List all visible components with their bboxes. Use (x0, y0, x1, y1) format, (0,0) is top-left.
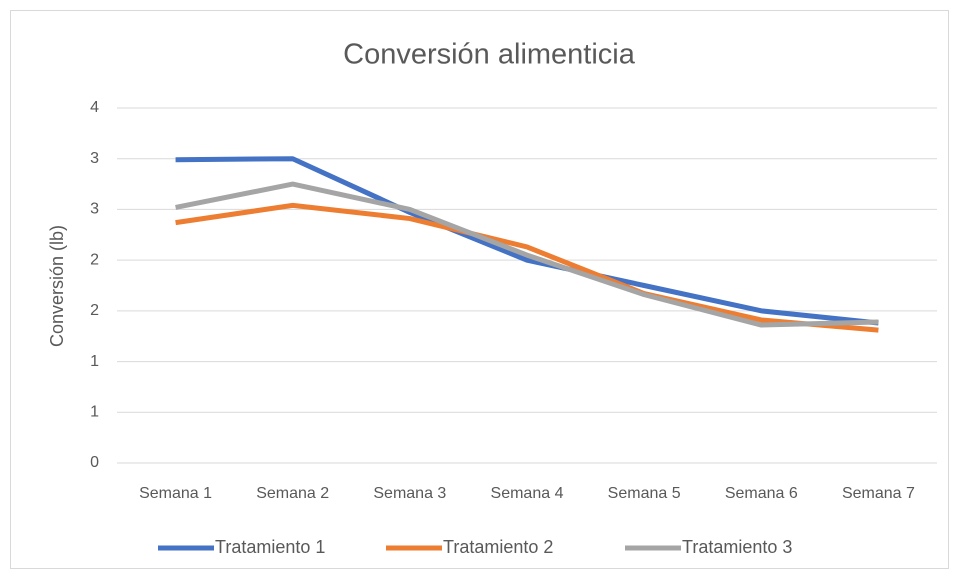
y-tick-label: 3 (90, 150, 99, 167)
legend-label: Tratamiento 2 (443, 537, 553, 557)
line (175, 181, 879, 328)
line (175, 156, 879, 326)
y-tick-label: 2 (90, 302, 99, 319)
x-tick-label: Semana 5 (608, 485, 681, 502)
y-axis-label: Conversión (lb) (47, 225, 67, 347)
chart-title: Conversión alimenticia (343, 39, 636, 71)
y-tick-label: 2 (90, 251, 99, 268)
legend-label: Tratamiento 3 (682, 537, 792, 557)
y-tick-label: 3 (90, 201, 99, 218)
legend-label: Tratamiento 1 (215, 537, 325, 557)
x-tick-label: Semana 6 (725, 485, 798, 502)
line (175, 202, 879, 333)
y-tick-label: 1 (90, 353, 99, 370)
chart-border (10, 10, 949, 569)
y-tick-label: 1 (90, 404, 99, 421)
x-tick-label: Semana 3 (373, 485, 446, 502)
x-tick-label: Semana 1 (139, 485, 212, 502)
x-tick-label: Semana 4 (491, 485, 564, 502)
x-tick-label: Semana 7 (842, 485, 915, 502)
x-tick-label: Semana 2 (256, 485, 329, 502)
y-tick-label: 4 (90, 99, 99, 116)
y-tick-label: 0 (90, 454, 99, 471)
